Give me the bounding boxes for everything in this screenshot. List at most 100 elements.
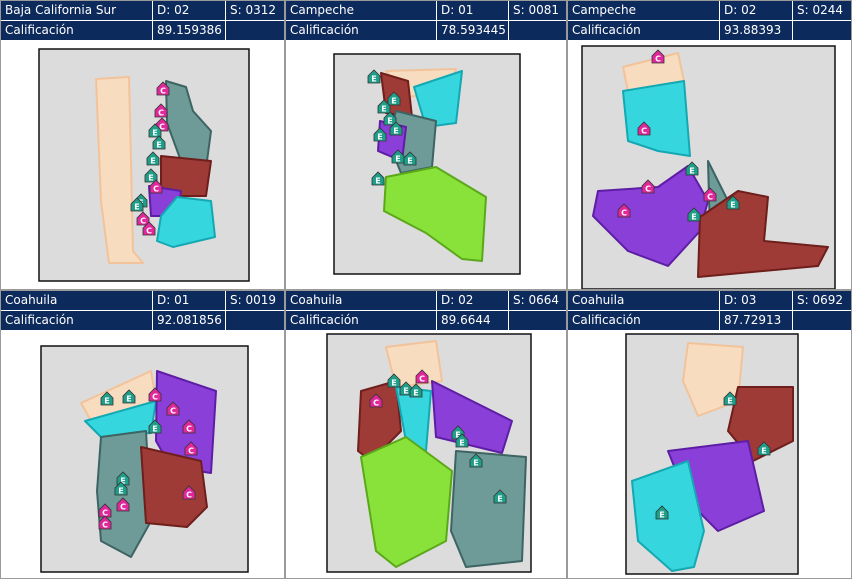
score: 89.159386 [153, 21, 226, 40]
marker-icon [148, 387, 162, 402]
marker-icon [149, 179, 163, 194]
section: S: 0244 [797, 3, 844, 17]
empty-cell [793, 21, 851, 40]
district: D: 01 [437, 1, 509, 20]
marker: C [148, 387, 162, 402]
marker-label: C [159, 123, 165, 132]
marker: E [148, 123, 162, 138]
marker-icon [98, 515, 112, 530]
map-zone [622, 80, 691, 157]
marker-icon [98, 503, 112, 518]
marker: E [387, 373, 401, 388]
marker: E [726, 195, 740, 210]
empty-cell [226, 21, 284, 40]
marker-label: C [373, 399, 379, 408]
marker-label: E [393, 127, 398, 136]
marker: E [403, 151, 417, 166]
marker-icon [116, 497, 130, 512]
marker-label: E [403, 387, 408, 396]
map: E E E [625, 333, 799, 575]
marker: E [469, 453, 483, 468]
marker-label: E [395, 155, 400, 164]
marker: C [184, 441, 198, 456]
header-row: Coahuila D: 01 S: 0019 [1, 291, 284, 310]
panel: Campeche D: 01 S: 0081 Calificación 78.59344… [285, 0, 567, 290]
marker-icon [651, 49, 665, 64]
section: S: 0312 [230, 3, 277, 17]
marker-label: E [727, 397, 732, 406]
district: D: 02 [720, 1, 793, 20]
marker: E [371, 171, 385, 186]
marker-label: E [156, 141, 161, 150]
state-name: Coahuila [286, 291, 437, 310]
marker-icon [184, 441, 198, 456]
marker-icon [100, 391, 114, 406]
marker: E [409, 383, 423, 398]
map: CCCEEEECEECC [38, 48, 250, 282]
panel: Coahuila D: 03 S: 0692 Calificación 87.72913… [567, 290, 852, 579]
marker-label: E [152, 425, 157, 434]
marker-icon [377, 99, 391, 114]
marker-label: C [102, 509, 108, 518]
marker-label: E [391, 379, 396, 388]
marker-label: C [707, 193, 713, 202]
marker-icon [493, 489, 507, 504]
marker: C [617, 203, 631, 218]
marker-label: C [186, 425, 192, 434]
marker-label: C [186, 491, 192, 500]
marker: E [377, 99, 391, 114]
map-zone [140, 446, 208, 528]
marker-label: E [377, 133, 382, 142]
marker-label: E [134, 203, 139, 212]
marker-icon [637, 121, 651, 136]
section: S: 0019 [230, 293, 277, 307]
marker: C [154, 103, 168, 118]
marker-icon [369, 393, 383, 408]
marker-label: E [691, 213, 696, 222]
header-row: Calificación 78.593445 [286, 21, 566, 40]
marker: C [149, 179, 163, 194]
marker-label: E [152, 129, 157, 138]
marker-icon [116, 471, 130, 486]
marker-label: E [126, 395, 131, 404]
map-zone [165, 80, 212, 162]
marker: E [152, 135, 166, 150]
marker-icon [144, 168, 158, 183]
marker: E [687, 207, 701, 222]
marker-label: C [645, 185, 651, 194]
marker-label: E [387, 117, 392, 126]
marker-icon [152, 135, 166, 150]
marker-label: E [473, 459, 478, 468]
panel: Campeche D: 02 S: 0244 Calificación 93.88393… [567, 0, 852, 290]
score: 87.72913 [720, 311, 793, 330]
marker-icon [469, 453, 483, 468]
marker-icon [156, 81, 170, 96]
marker: E [757, 441, 771, 456]
state-name: Coahuila [1, 291, 153, 310]
marker: C [98, 503, 112, 518]
header-row: Calificación 92.081856 [1, 311, 284, 330]
marker-icon [685, 161, 699, 176]
header-row: Baja California Sur D: 02 S: 0312 [1, 1, 284, 20]
marker-icon [403, 151, 417, 166]
map-zone [413, 70, 463, 128]
map-zone [156, 196, 216, 248]
header-row: Coahuila D: 02 S: 0664 [286, 291, 566, 310]
header-row: Calificación 93.88393 [568, 21, 851, 40]
score-label: Calificación [568, 21, 720, 40]
marker-label: E [391, 97, 396, 106]
marker: E [146, 151, 160, 166]
state-name: Campeche [568, 1, 720, 20]
score-label: Calificación [286, 21, 437, 40]
map: C C C E C C E E [581, 45, 836, 289]
marker-label: E [497, 495, 502, 504]
marker-label: E [761, 447, 766, 456]
header-row: Coahuila D: 03 S: 0692 [568, 291, 851, 310]
marker-label: E [120, 477, 125, 486]
section: S: 0081 [513, 3, 560, 17]
marker: E [373, 127, 387, 142]
marker-label: C [419, 375, 425, 384]
marker-icon [757, 441, 771, 456]
marker-label: E [381, 105, 386, 114]
